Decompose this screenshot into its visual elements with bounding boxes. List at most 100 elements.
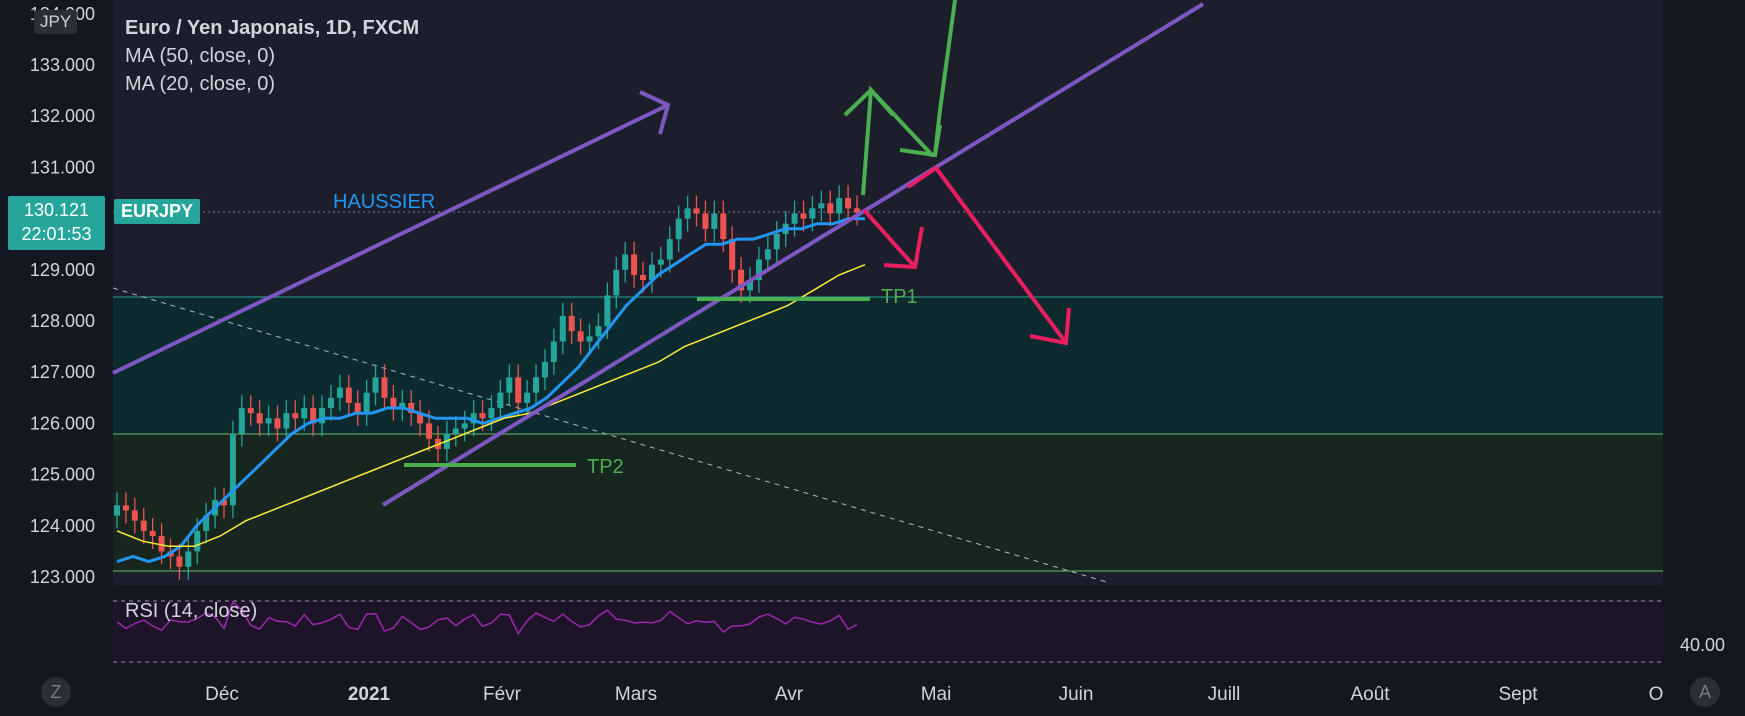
auto-scale-button[interactable]: A (1690, 677, 1720, 707)
candle (497, 379, 504, 421)
candle (131, 497, 138, 534)
candle (568, 303, 575, 345)
candle (452, 415, 459, 447)
candle (283, 400, 290, 442)
candle (631, 241, 638, 288)
legend: Euro / Yen Japonais, 1D, FXCM MA (50, cl… (125, 14, 419, 98)
candle (729, 226, 736, 283)
candle (702, 200, 709, 242)
legend-ma50[interactable]: MA (50, close, 0) (125, 45, 276, 67)
candle (140, 507, 147, 544)
rsi-level: 40.00 (1680, 635, 1726, 655)
candle (515, 364, 522, 416)
candle (711, 200, 718, 242)
candle (586, 323, 593, 355)
bear-arrow-2 (906, 165, 1068, 345)
haussier-label: HAUSSIER (333, 191, 435, 213)
dashed-trendline (112, 287, 1111, 584)
candle (399, 390, 406, 421)
candle (274, 405, 281, 442)
candle (354, 390, 361, 426)
bar-countdown: 22:01:53 (21, 224, 92, 244)
rsi-line (116, 600, 858, 635)
x-tick-label: Mars (615, 684, 657, 705)
trend-arrow-upper (112, 103, 669, 375)
x-tick-label: 2021 (348, 684, 391, 705)
legend-ma20[interactable]: MA (20, close, 0) (125, 73, 276, 95)
y-tick-label: 125.000 (30, 465, 95, 485)
tp2-label: TP2 (587, 456, 624, 478)
bull-arrow-2-head (899, 124, 942, 158)
candle (800, 200, 807, 232)
candle (256, 400, 263, 437)
y-tick-label: 132.000 (30, 106, 95, 126)
bear-arrow-1 (862, 208, 917, 269)
candle (229, 420, 236, 519)
candle (818, 190, 825, 222)
ma20-line (116, 217, 865, 564)
candle (381, 364, 388, 411)
candle (488, 395, 495, 432)
y-tick-label: 124.000 (30, 516, 95, 536)
rsi-pane (113, 600, 1663, 663)
last-price-value: 130.121 (23, 200, 90, 220)
candle (533, 364, 540, 406)
candle (836, 185, 843, 227)
candle (550, 328, 557, 375)
bear-arrow-1-head (883, 226, 924, 270)
candle (122, 492, 129, 524)
candle (648, 251, 655, 293)
candle (666, 226, 673, 273)
y-tick-label: 126.000 (30, 413, 95, 433)
candle (684, 195, 691, 232)
candle (854, 195, 860, 226)
candle (613, 257, 620, 309)
lower-zone (113, 434, 1663, 571)
candle (675, 205, 682, 252)
y-tick-label: 131.000 (30, 157, 95, 177)
symbol-tag: EURJPY (114, 199, 201, 224)
candle (327, 385, 334, 421)
y-tick-label: 123.000 (30, 567, 95, 587)
candle (827, 190, 834, 227)
candle (622, 241, 629, 283)
candle (265, 405, 272, 437)
candle (773, 221, 780, 263)
y-tick-label: 129.000 (30, 260, 95, 280)
candle (363, 379, 370, 426)
candle (791, 200, 798, 237)
x-tick-label: Sept (1498, 684, 1538, 705)
x-tick-label: Févr (483, 684, 522, 705)
rsi-label[interactable]: RSI (14, close) (125, 600, 258, 622)
x-tick-label: Mai (921, 684, 952, 705)
last-price-tag: 130.121 22:01:53 (8, 196, 105, 250)
candle (185, 538, 192, 580)
candle (372, 364, 379, 406)
candle (203, 502, 210, 544)
y-tick-label: 133.000 (30, 55, 95, 75)
x-tick-label: Déc (205, 684, 239, 705)
upper-zone (113, 297, 1663, 434)
trend-line-lower (381, 2, 1205, 507)
candle (559, 303, 566, 355)
x-tick-label: Juill (1208, 684, 1241, 705)
currency-badge[interactable]: JPY (34, 10, 78, 34)
x-tick-label: Juin (1059, 684, 1094, 705)
zoom-button[interactable]: Z (41, 677, 71, 707)
candle (541, 349, 548, 391)
candle (577, 318, 584, 355)
candle (238, 395, 245, 447)
y-tick-label: 128.000 (30, 311, 95, 331)
candle (738, 257, 745, 304)
candle (319, 395, 326, 437)
candle (114, 492, 120, 529)
candle (764, 236, 771, 273)
candle (417, 400, 424, 437)
candle (345, 374, 352, 416)
candle (693, 195, 700, 227)
bear-arrow-2-head (1029, 307, 1071, 346)
candle (292, 400, 299, 432)
candle (176, 543, 183, 580)
candle (310, 395, 317, 437)
